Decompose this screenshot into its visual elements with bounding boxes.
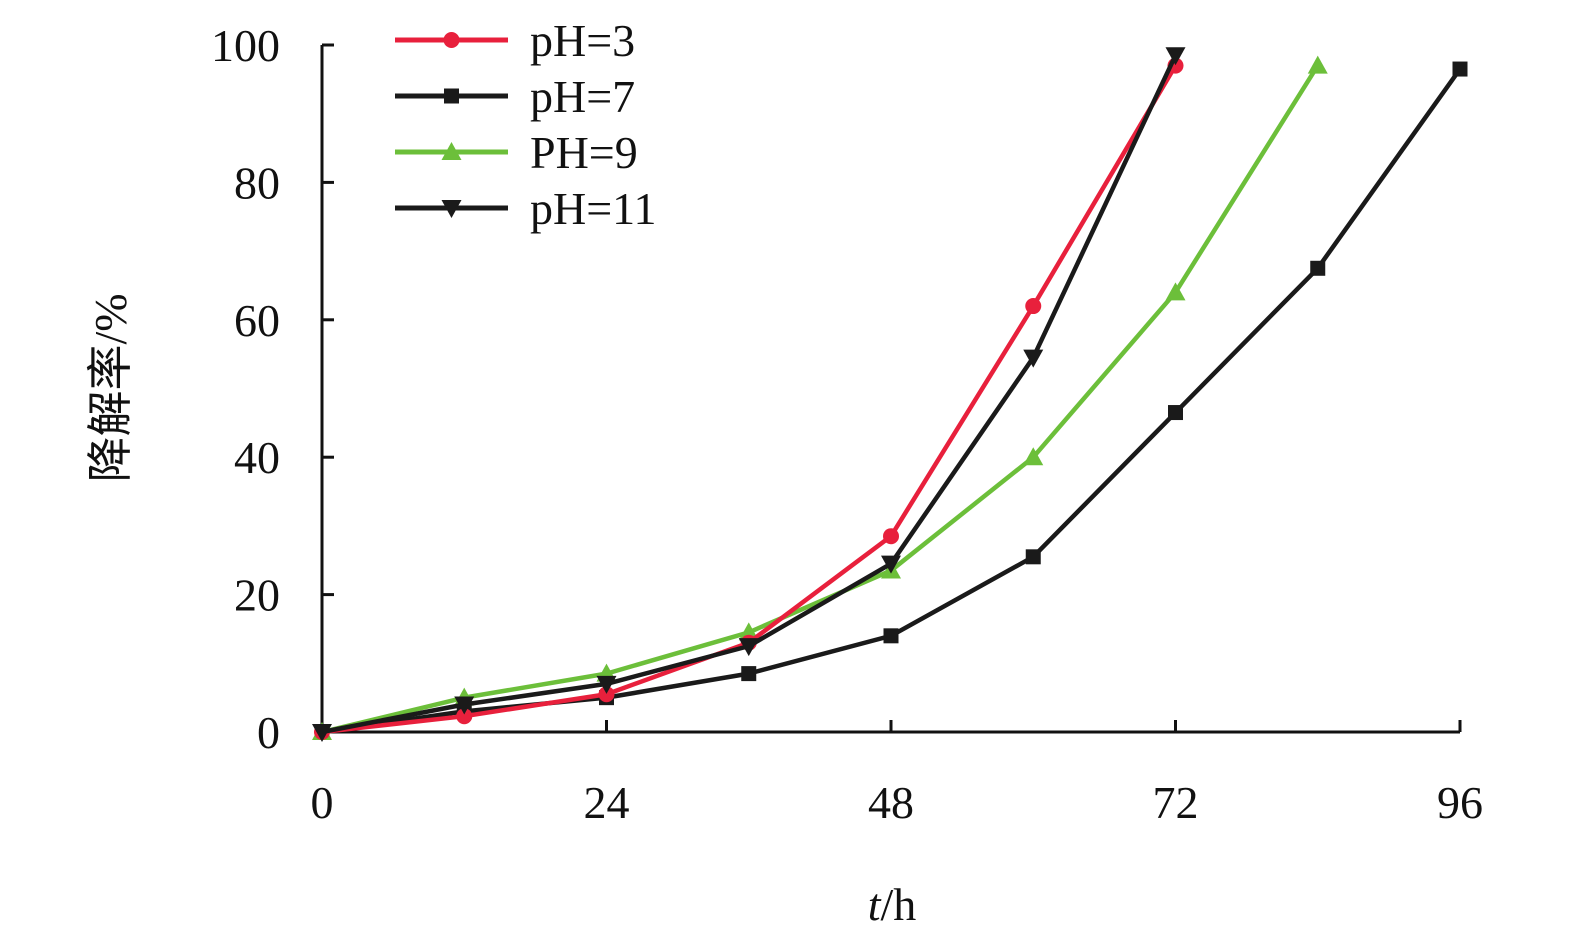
series-ph-11 (312, 47, 1186, 742)
legend-swatch-marker (441, 142, 462, 160)
data-point (1025, 298, 1042, 315)
y-tick-label: 20 (234, 570, 280, 621)
legend-item: PH=9 (395, 127, 638, 178)
data-point (1165, 47, 1186, 66)
data-point (881, 555, 901, 574)
series-line (321, 64, 1320, 735)
data-point (598, 686, 615, 703)
data-point (883, 528, 899, 545)
legend-swatch-marker (441, 200, 462, 218)
legend-item: pH=3 (395, 15, 635, 66)
legend-swatch-marker (444, 88, 459, 104)
x-tick-label: 96 (1437, 777, 1483, 828)
data-point (454, 696, 475, 715)
y-tick-label: 0 (257, 707, 280, 758)
y-axis-label: 降解率/% (85, 293, 136, 482)
series-ph-7 (314, 61, 1468, 740)
y-tick-label: 80 (234, 157, 280, 208)
legend-swatch-marker (443, 32, 460, 48)
y-tick-label: 60 (234, 295, 280, 346)
x-tick-label: 72 (1153, 777, 1199, 828)
x-axis-label-unit: /h (881, 879, 917, 930)
legend-label: pH=3 (530, 15, 635, 66)
legend-item: pH=7 (395, 71, 635, 122)
data-point (1165, 282, 1186, 301)
y-tick-label: 100 (211, 20, 280, 71)
data-point (738, 638, 759, 657)
axes: 0 20 40 60 80 100 0 24 48 72 96 (211, 20, 1483, 828)
x-tick-label: 24 (584, 777, 630, 828)
data-point (456, 708, 473, 725)
series-layer (312, 47, 1468, 742)
data-point (1023, 349, 1044, 368)
x-axis-label: t/h (868, 879, 917, 930)
legend-label: pH=7 (530, 71, 635, 122)
data-point (738, 622, 759, 641)
data-point (883, 628, 899, 644)
data-point (1025, 549, 1041, 565)
data-point (596, 675, 617, 694)
legend: pH=3pH=7PH=9pH=11 (395, 15, 656, 234)
data-point (741, 666, 757, 682)
legend-item: pH=11 (395, 183, 656, 234)
x-tick-label: 48 (868, 777, 914, 828)
y-tick-label: 40 (234, 432, 280, 483)
data-point (1310, 260, 1326, 276)
data-point (1307, 55, 1328, 74)
x-axis-label-variable: t (868, 879, 882, 930)
series-ph-9 (312, 55, 1328, 740)
x-tick-label: 0 (311, 777, 334, 828)
data-point (312, 724, 332, 742)
data-point (1023, 447, 1044, 466)
legend-label: pH=11 (530, 183, 656, 234)
legend-label: PH=9 (530, 127, 638, 178)
data-point (1168, 405, 1183, 421)
data-point (1452, 61, 1468, 77)
